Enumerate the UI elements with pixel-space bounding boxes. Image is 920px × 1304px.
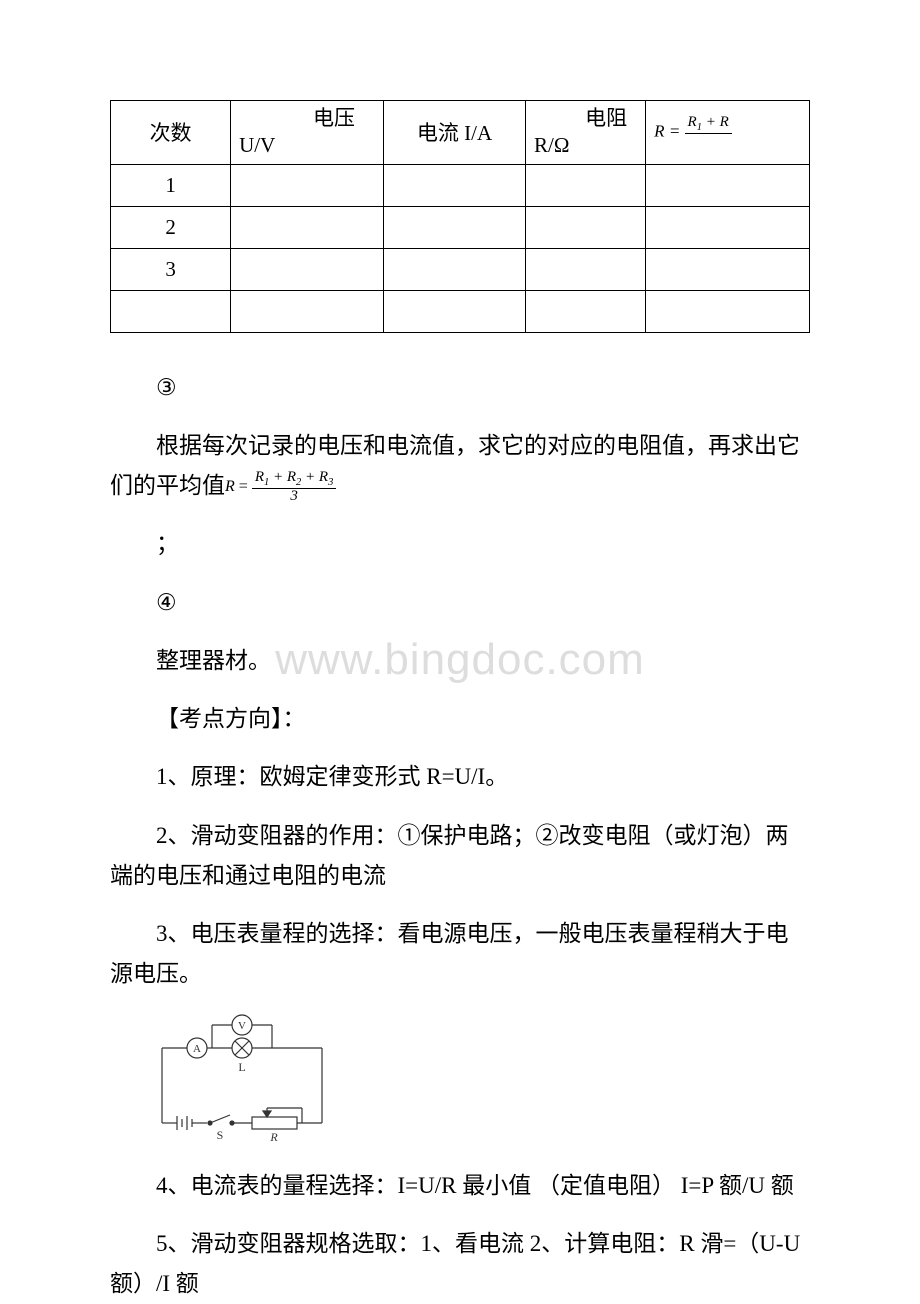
table-cell <box>384 206 526 248</box>
average-formula: R = R1 + R2 + R3 3 <box>225 470 336 505</box>
formula-numerator: R1 + R2 + R3 <box>252 470 337 489</box>
step3-paragraph: 根据每次记录的电压和电流值，求它的对应的电阻值，再求出它们的平均值 R = R1… <box>110 426 810 507</box>
formula-denominator: 3 <box>252 489 337 505</box>
table-cell <box>231 206 384 248</box>
table-cell <box>231 248 384 290</box>
table-row: 2 <box>111 206 810 248</box>
exam-point-5: 5、滑动变阻器规格选取：1、看电流 2、计算电阻：R 滑=（U-U额）/I 额 <box>110 1224 810 1304</box>
rheostat-label: R <box>269 1130 278 1143</box>
table-cell <box>384 290 526 332</box>
col-header-formula: R = R1 + R <box>646 101 810 165</box>
experiment-table: 次数 电压 U/V 电流 I/A 电阻 R/Ω R = R1 + R <box>110 100 810 333</box>
row-num: 1 <box>111 164 231 206</box>
step3-text: 根据每次记录的电压和电流值，求它的对应的电阻值，再求出它们的平均值 <box>110 433 800 498</box>
circuit-diagram: V A L <box>142 1013 810 1148</box>
ammeter-label: A <box>193 1043 201 1055</box>
step4-text: 整理器材。 <box>110 641 810 681</box>
col-header-trial: 次数 <box>111 101 231 165</box>
step-marker-3: ③ <box>110 368 810 408</box>
exam-heading: 【考点方向】： <box>110 699 810 739</box>
resistance-label-top: 电阻 <box>534 105 637 132</box>
row-num <box>111 290 231 332</box>
table-cell <box>646 248 810 290</box>
table-row <box>111 290 810 332</box>
col-header-current: 电流 I/A <box>384 101 526 165</box>
table-cell <box>526 206 646 248</box>
table-cell <box>646 290 810 332</box>
table-cell <box>646 206 810 248</box>
voltmeter-label: V <box>238 1020 246 1032</box>
table-row: 3 <box>111 248 810 290</box>
table-row: 1 <box>111 164 810 206</box>
page-content: 次数 电压 U/V 电流 I/A 电阻 R/Ω R = R1 + R <box>110 100 810 1304</box>
switch-label: S <box>217 1128 224 1142</box>
table-cell <box>526 248 646 290</box>
exam-point-4: 4、电流表的量程选择：I=U/R 最小值 （定值电阻） I=P 额/U 额 <box>110 1166 810 1206</box>
voltage-label-top: 电压 <box>239 105 375 132</box>
voltage-label-bottom: U/V <box>239 132 375 159</box>
table-cell <box>384 248 526 290</box>
lamp-label: L <box>238 1060 245 1074</box>
col-header-voltage: 电压 U/V <box>231 101 384 165</box>
row-num: 3 <box>111 248 231 290</box>
col-header-resistance: 电阻 R/Ω <box>526 101 646 165</box>
semicolon-line: ； <box>110 524 810 564</box>
table-header-row: 次数 电压 U/V 电流 I/A 电阻 R/Ω R = R1 + R <box>111 101 810 165</box>
exam-point-1: 1、原理：欧姆定律变形式 R=U/I。 <box>110 757 810 797</box>
table-cell <box>231 290 384 332</box>
table-cell <box>384 164 526 206</box>
circuit-svg: V A L <box>142 1013 342 1143</box>
exam-point-3: 3、电压表量程的选择：看电源电压，一般电压表量程稍大于电源电压。 <box>110 914 810 995</box>
table-cell <box>526 164 646 206</box>
exam-point-2: 2、滑动变阻器的作用：①保护电路；②改变电阻（或灯泡）两端的电压和通过电阻的电流 <box>110 816 810 897</box>
table-cell <box>646 164 810 206</box>
table-cell <box>231 164 384 206</box>
resistance-label-bottom: R/Ω <box>534 132 637 159</box>
row-num: 2 <box>111 206 231 248</box>
table-cell <box>526 290 646 332</box>
step-marker-4: ④ <box>110 583 810 623</box>
